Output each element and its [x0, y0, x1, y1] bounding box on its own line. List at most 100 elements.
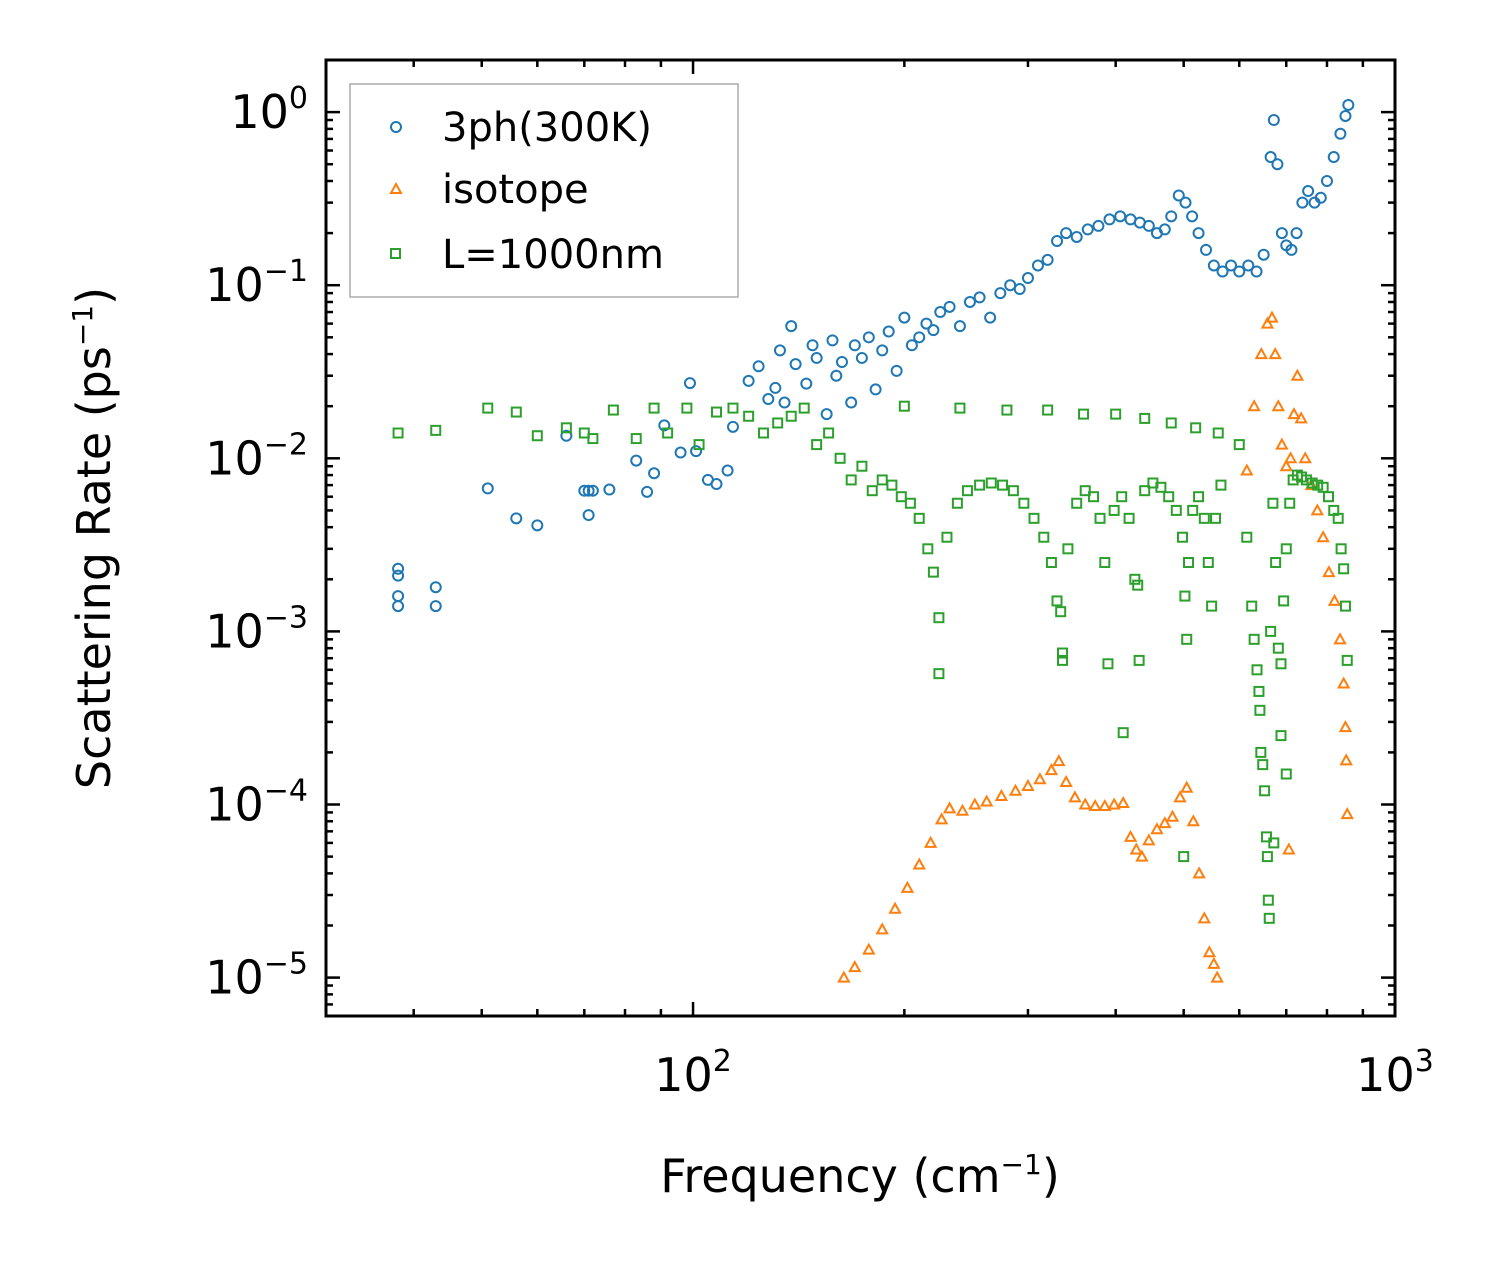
data-point [1142, 219, 1155, 232]
y-axis-label-base: Scattering Rate (ps [67, 346, 121, 789]
data-point [1059, 774, 1073, 787]
y-tick-label-exp: −2 [264, 427, 308, 462]
y-tick-label-exp: −3 [264, 600, 308, 635]
data-point [430, 424, 442, 436]
data-point [560, 429, 573, 442]
data-point [482, 402, 494, 414]
data-point [392, 562, 405, 575]
x-axis-label-close: ) [1042, 1149, 1060, 1203]
y-axis-label: Scattering Rate (ps−1) [66, 287, 121, 789]
data-point [1257, 248, 1270, 261]
data-point [984, 311, 997, 324]
data-point [900, 880, 915, 893]
data-point [785, 410, 797, 422]
data-point [954, 402, 966, 414]
data-point [1133, 654, 1145, 666]
y-tick-label: 10−3 [205, 600, 308, 658]
data-point [1265, 625, 1277, 637]
data-point [1139, 412, 1151, 424]
data-point [1253, 685, 1265, 697]
data-point [1007, 485, 1019, 497]
data-point [1038, 531, 1050, 543]
data-point [920, 317, 933, 330]
data-point [1284, 497, 1296, 509]
data-point [898, 400, 910, 412]
x-tick-label-exp: 2 [713, 1044, 732, 1079]
data-point [1327, 593, 1342, 606]
data-point [683, 377, 696, 390]
data-point [603, 483, 616, 496]
data-point [1057, 647, 1069, 659]
data-point [607, 404, 619, 416]
data-point [1333, 632, 1347, 645]
data-point [1041, 253, 1054, 266]
data-point [1142, 833, 1156, 846]
data-point [1210, 970, 1224, 983]
data-point [862, 331, 875, 344]
data-point [762, 393, 775, 406]
data-point [392, 590, 405, 603]
data-point [1250, 265, 1263, 278]
y-tick-label-exp: −5 [264, 947, 308, 982]
data-point [953, 320, 966, 333]
data-point [1290, 227, 1303, 240]
data-point [1262, 894, 1274, 906]
y-tick-label-exp: −1 [264, 254, 308, 289]
data-point [710, 478, 723, 491]
data-point [1183, 557, 1195, 569]
data-point [1165, 417, 1177, 429]
data-point [1338, 720, 1353, 733]
data-point [743, 410, 755, 422]
plot-frame [324, 58, 1397, 1018]
data-point [1275, 227, 1288, 240]
data-point [711, 406, 723, 418]
y-tick-label: 10−1 [205, 254, 308, 312]
legend-label-l1000nm: L=1000nm [442, 232, 664, 278]
data-point [1268, 837, 1280, 849]
data-point [1110, 408, 1122, 420]
data-point [1057, 654, 1069, 666]
y-axis-label-sup: −1 [66, 305, 99, 346]
data-point [837, 970, 851, 983]
data-point [979, 794, 994, 807]
data-point [662, 427, 674, 439]
x-tick-label-base: 10 [1356, 1048, 1415, 1102]
data-point [1173, 790, 1187, 803]
data-point [1260, 316, 1275, 329]
data-point [1216, 265, 1229, 278]
data-point [1267, 114, 1280, 127]
y-tick-label-base: 10 [205, 778, 264, 832]
data-point [1334, 127, 1347, 140]
data-point [1193, 491, 1205, 503]
data-point [785, 320, 798, 333]
data-point [1031, 259, 1044, 272]
data-point [1088, 491, 1100, 503]
data-point [1275, 658, 1287, 670]
data-point [1123, 829, 1138, 842]
data-point [1021, 272, 1034, 285]
data-point [1339, 109, 1352, 122]
data-point [1176, 531, 1188, 543]
data-point [1280, 543, 1292, 555]
data-point [681, 402, 693, 414]
data-point [1200, 243, 1213, 256]
data-point [1290, 368, 1305, 381]
data-point [1255, 746, 1267, 758]
data-point [800, 377, 813, 390]
data-point [955, 803, 970, 816]
data-point [392, 427, 404, 439]
data-point [1042, 404, 1054, 416]
data-point [1098, 798, 1112, 812]
data-point [429, 581, 442, 594]
data-point [510, 406, 522, 418]
data-point [1294, 411, 1308, 424]
data-point [1338, 563, 1350, 575]
data-point [1248, 633, 1260, 645]
data-point [1233, 439, 1245, 451]
data-point [1268, 347, 1282, 360]
y-tick-label-base: 10 [205, 604, 264, 658]
data-point [1271, 399, 1286, 412]
x-axis-label-sup: −1 [1001, 1148, 1042, 1181]
data-point [830, 369, 843, 382]
data-point [866, 485, 878, 497]
